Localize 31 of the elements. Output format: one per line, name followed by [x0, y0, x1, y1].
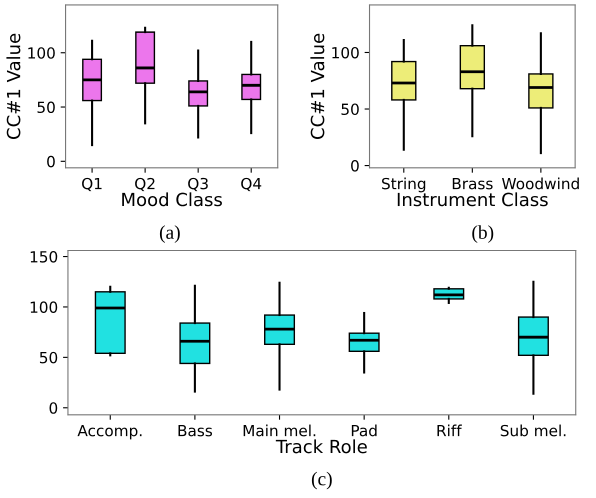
x-tick-label: Pad [352, 424, 377, 436]
x-tick-label: Q2 [135, 178, 154, 192]
text: (b) [472, 225, 494, 243]
x-tick-label: Main mel. [244, 424, 316, 436]
x-tick-label: Sub mel. [500, 424, 566, 436]
y-tick-label: 0 [47, 156, 55, 168]
y-tick-label: 0 [50, 402, 58, 414]
y-tick-label: 50 [342, 103, 359, 116]
x-tick-label: Q1 [82, 178, 102, 192]
y-tick-label: 100 [28, 47, 55, 59]
y-tick-label: 50 [40, 352, 58, 364]
x-tick-label: Woodwind [502, 178, 579, 190]
x-axis-title: Instrument Class [398, 192, 548, 206]
x-tick-label: Riff [437, 424, 462, 436]
x-axis-title: Mood Class [122, 192, 222, 206]
y-axis-title: CC#1 Value [6, 34, 20, 139]
x-tick-label: String [382, 178, 426, 192]
y-tick-label: 50 [38, 101, 55, 114]
text: (c) [312, 472, 332, 490]
x-tick-label: Brass [452, 178, 493, 190]
y-tick-label: 0 [351, 160, 359, 172]
y-tick-label: 100 [30, 301, 58, 313]
y-tick-label: 150 [30, 251, 58, 263]
x-axis-title: Track Role [276, 439, 367, 454]
x-tick-label: Q4 [241, 178, 262, 192]
x-tick-label: Bass [178, 425, 212, 436]
x-tick-label: Accomp. [77, 425, 142, 440]
y-axis-title: CC#1 Value [310, 34, 324, 139]
text: (a) [160, 225, 180, 243]
y-tick-label: 100 [332, 46, 359, 58]
x-tick-label: Q3 [188, 178, 208, 192]
